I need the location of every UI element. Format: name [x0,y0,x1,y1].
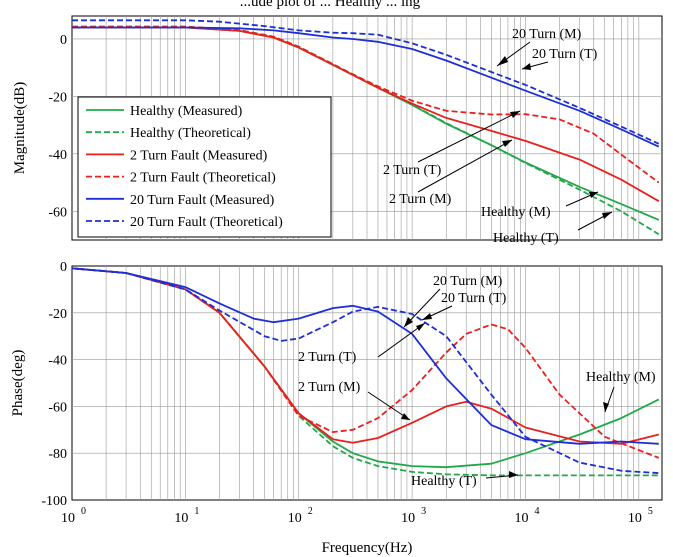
legend-label-3: 2 Turn Fault (Theoretical) [130,171,276,186]
arrowhead-mag-20m [497,56,508,66]
arrow-ph-2t [377,322,426,358]
ph-y-tick-label: -80 [48,447,67,462]
legend-label-4: 20 Turn Fault (Measured) [130,193,275,208]
mag-series-line-3 [72,25,660,184]
ph-y-tick-label: -100 [41,494,67,509]
legend-label-1: Healthy (Theoretical) [130,126,251,141]
mag-y-tick-label: 0 [60,33,67,48]
legend: Healthy (Measured) Healthy (Theoretical) 2… [77,96,332,238]
arrowhead-mag-hm [589,192,598,198]
mag-series-line-4 [72,26,660,148]
arrowhead-ph-20t [422,313,432,320]
x-tick-exponent: 4 [534,506,539,517]
arrowhead-mag-2m [502,140,512,147]
ph-y-tick-label: -20 [48,307,67,322]
arrowhead-ph-2m [401,413,410,420]
magnitude-y-label: Magnitude(dB) [12,82,28,174]
arrowhead-mag-2t [510,111,520,118]
phase-arrowheads [401,313,609,478]
x-tick-label: 10 [401,511,415,526]
magnitude-series [72,19,660,236]
arrowhead-mag-20t [522,63,531,70]
ph-series-line-2 [71,267,660,445]
ph-series-line-5 [71,267,659,474]
ph-series-line-4 [71,267,659,445]
magnitude-panel: 0 -20 -40 -60 Magnitude(dB) Healthy (Measur… [12,15,663,246]
legend-label-5: 20 Turn Fault (Theoretical) [130,215,283,230]
ph-y-tick-label: -40 [48,354,67,369]
arrowhead-mag-ht [602,212,612,219]
x-axis-label: Frequency(Hz) [322,540,413,556]
partial-title: ...ude plot of ... Healthy ... ing [240,0,421,10]
ph-y-tick-label: 0 [60,260,67,275]
phase-panel: 0 -20 -40 -60 -80 -100 10 0 10 1 10 2 10 3 10 4 10 5 Pha… [10,260,663,556]
phase-series [71,267,660,477]
x-tick-label: 10 [61,511,75,526]
annotation-ph-healthy-m: Healthy (M) [586,370,656,385]
annotation-mag-healthy-m: Healthy (M) [481,205,551,220]
magnitude-arrowheads [497,56,612,219]
x-tick-label: 10 [174,511,188,526]
annotation-ph-20-turn-m: 20 Turn (M) [433,274,503,289]
annotation-ph-2-turn-m: 2 Turn (M) [298,380,361,395]
x-tick-exponent: 1 [194,506,199,517]
phase-x-ticks: 10 0 10 1 10 2 10 3 10 4 10 5 [61,506,653,526]
phase-annotations: 20 Turn (M) 20 Turn (T) 2 Turn (T) 2 Tur… [298,274,656,489]
arrow-mag-2t [417,110,521,163]
mag-y-tick-label: -40 [48,148,67,163]
x-tick-exponent: 3 [421,506,426,517]
mag-series-line-2 [72,26,660,202]
phase-y-label: Phase(deg) [10,350,26,417]
annotation-ph-healthy-t: Healthy (T) [411,474,477,489]
magnitude-annotations: 20 Turn (M) 20 Turn (T) 2 Turn (T) 2 Tur… [383,27,613,246]
mag-series-line-5 [72,19,660,145]
legend-label-2: 2 Turn Fault (Measured) [130,148,268,163]
arrowhead-ph-2t [416,323,425,331]
x-tick-exponent: 5 [648,506,653,517]
legend-box [77,96,332,238]
annotation-ph-20-turn-t: 20 Turn (T) [441,291,507,306]
x-tick-label: 10 [514,511,528,526]
annotation-mag-20-turn-m: 20 Turn (M) [512,27,582,42]
x-tick-exponent: 0 [81,506,86,517]
phase-grid [72,266,662,500]
legend-label-0: Healthy (Measured) [130,104,243,119]
arrow-mag-2m [417,139,513,193]
arrowhead-ph-ht [509,471,518,478]
annotation-mag-2-turn-t: 2 Turn (T) [383,163,442,178]
annotation-mag-20-turn-t: 20 Turn (T) [532,47,598,62]
x-tick-label: 10 [628,511,642,526]
annotation-ph-2-turn-t: 2 Turn (T) [298,350,357,365]
mag-y-tick-label: -60 [48,205,67,220]
annotation-mag-2-turn-m: 2 Turn (M) [389,192,452,207]
phase-y-ticks: 0 -20 -40 -60 -80 -100 [41,260,67,509]
ph-y-tick-label: -60 [48,400,67,415]
arrowhead-ph-hm [603,402,609,412]
magnitude-y-ticks: 0 -20 -40 -60 [48,33,67,220]
x-tick-exponent: 2 [308,506,313,517]
x-tick-label: 10 [288,511,302,526]
annotation-mag-healthy-t: Healthy (T) [493,231,559,246]
mag-y-tick-label: -20 [48,90,67,105]
arrowhead-ph-20m [404,317,413,327]
